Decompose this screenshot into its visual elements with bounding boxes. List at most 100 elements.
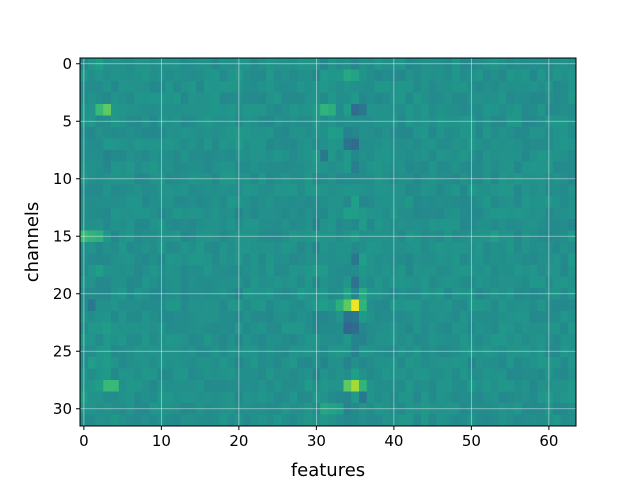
- heatmap-cell: [397, 150, 406, 162]
- heatmap-cell: [281, 242, 290, 254]
- heatmap-cell: [297, 207, 306, 220]
- heatmap-cell: [273, 219, 282, 231]
- heatmap-cell: [428, 138, 437, 151]
- heatmap-cell: [134, 219, 143, 231]
- heatmap-cell: [382, 196, 391, 208]
- heatmap-cell: [320, 391, 329, 404]
- heatmap-cell: [273, 357, 282, 369]
- heatmap-cell: [405, 380, 414, 392]
- heatmap-cell: [506, 380, 515, 392]
- heatmap-cell: [180, 219, 189, 231]
- heatmap-cell: [266, 219, 275, 231]
- heatmap-cell: [343, 380, 352, 392]
- heatmap-cell: [514, 219, 523, 231]
- heatmap-cell: [560, 276, 569, 289]
- heatmap-cell: [126, 391, 135, 404]
- heatmap-cell: [490, 81, 499, 93]
- heatmap-cell: [320, 414, 329, 427]
- heatmap-cell: [304, 391, 313, 404]
- heatmap-cell: [475, 92, 484, 105]
- heatmap-cell: [459, 368, 468, 381]
- heatmap-cell: [335, 196, 344, 208]
- heatmap-cell: [242, 207, 251, 220]
- heatmap-cell: [483, 276, 492, 289]
- heatmap-cell: [273, 276, 282, 289]
- heatmap-cell: [529, 311, 538, 323]
- heatmap-cell: [258, 161, 267, 174]
- heatmap-cell: [173, 127, 182, 139]
- heatmap-cell: [343, 161, 352, 174]
- y-tick-label: 20: [53, 285, 72, 303]
- heatmap-cell: [552, 69, 561, 82]
- heatmap-cell: [529, 391, 538, 404]
- heatmap-cell: [343, 207, 352, 220]
- heatmap-cell: [196, 311, 205, 323]
- heatmap-cell: [258, 242, 267, 254]
- heatmap-cell: [568, 81, 577, 93]
- heatmap-cell: [351, 242, 360, 254]
- heatmap-cell: [180, 207, 189, 220]
- heatmap-cell: [413, 391, 422, 404]
- heatmap-cell: [320, 138, 329, 151]
- heatmap-cell: [266, 334, 275, 346]
- heatmap-cell: [483, 391, 492, 404]
- heatmap-cell: [359, 357, 368, 369]
- heatmap-cell: [537, 299, 546, 312]
- heatmap-cell: [103, 150, 112, 162]
- heatmap-cell: [413, 196, 422, 208]
- heatmap-cell: [204, 265, 213, 277]
- heatmap-cell: [351, 276, 360, 289]
- heatmap-cell: [103, 69, 112, 82]
- heatmap-cell: [537, 69, 546, 82]
- heatmap-cell: [165, 414, 174, 427]
- heatmap-cell: [436, 184, 445, 197]
- heatmap-cell: [211, 322, 220, 335]
- heatmap-cell: [204, 299, 213, 312]
- heatmap-cell: [297, 219, 306, 231]
- heatmap-cell: [506, 357, 515, 369]
- heatmap-cell: [428, 81, 437, 93]
- heatmap-cell: [366, 196, 375, 208]
- heatmap-cell: [142, 299, 151, 312]
- heatmap-cell: [498, 253, 507, 266]
- heatmap-cell: [514, 69, 523, 82]
- heatmap-cell: [452, 161, 461, 174]
- heatmap-cell: [366, 414, 375, 427]
- heatmap-cell: [436, 161, 445, 174]
- heatmap-cell: [366, 334, 375, 346]
- heatmap-cell: [165, 69, 174, 82]
- heatmap-cell: [149, 253, 158, 266]
- heatmap-cell: [204, 322, 213, 335]
- heatmap-cell: [374, 138, 383, 151]
- heatmap-cell: [304, 357, 313, 369]
- heatmap-cell: [560, 161, 569, 174]
- heatmap-cell: [142, 368, 151, 381]
- heatmap-cell: [211, 127, 220, 139]
- heatmap-cell: [242, 322, 251, 335]
- heatmap-cell: [552, 150, 561, 162]
- heatmap-cell: [258, 127, 267, 139]
- heatmap-cell: [568, 380, 577, 392]
- heatmap-cell: [421, 69, 430, 82]
- heatmap-cell: [211, 184, 220, 197]
- heatmap-cell: [359, 276, 368, 289]
- heatmap-cell: [258, 253, 267, 266]
- heatmap-cell: [266, 92, 275, 105]
- heatmap-cell: [452, 92, 461, 105]
- heatmap-cell: [111, 184, 120, 197]
- heatmap-cell: [351, 299, 360, 312]
- heatmap-cell: [359, 299, 368, 312]
- heatmap-cell: [335, 207, 344, 220]
- heatmap-cell: [452, 219, 461, 231]
- heatmap-cell: [95, 92, 104, 105]
- heatmap-cell: [95, 299, 104, 312]
- heatmap-cell: [219, 253, 228, 266]
- heatmap-cell: [196, 81, 205, 93]
- heatmap-cell: [444, 391, 453, 404]
- heatmap-cell: [173, 299, 182, 312]
- heatmap-cell: [227, 69, 236, 82]
- heatmap-cell: [560, 207, 569, 220]
- heatmap-cell: [560, 311, 569, 323]
- heatmap-cell: [382, 322, 391, 335]
